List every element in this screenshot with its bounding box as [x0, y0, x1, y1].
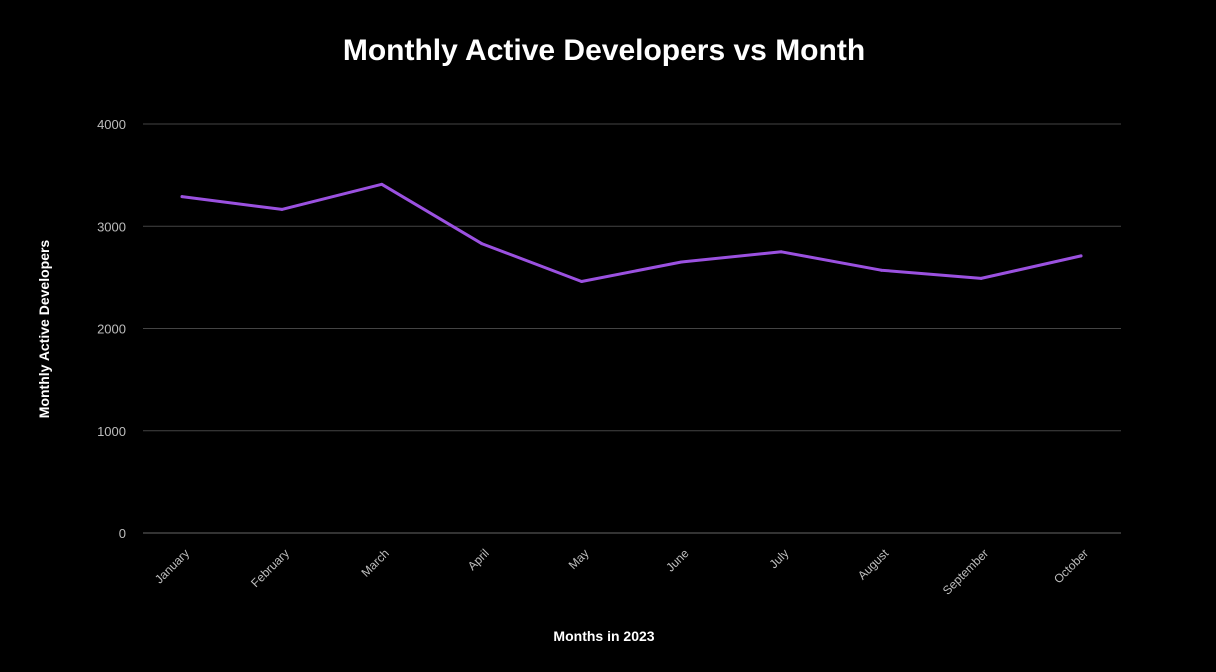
- x-tick-label: February: [248, 546, 292, 590]
- data-point: [679, 260, 683, 264]
- x-tick-label: October: [1051, 546, 1091, 586]
- y-tick-label: 1000: [97, 424, 126, 439]
- x-axis-ticks: January February March April May June July Augu…: [152, 546, 1091, 598]
- y-axis-ticks: 0 1000 2000 3000 4000: [97, 117, 126, 541]
- data-point: [280, 207, 284, 211]
- y-axis-title: Monthly Active Developers: [36, 240, 52, 419]
- y-tick-label: 3000: [97, 219, 126, 234]
- x-tick-label: July: [766, 546, 791, 571]
- x-tick-label: June: [663, 546, 692, 575]
- x-axis-title: Months in 2023: [553, 628, 654, 644]
- chart-title: Monthly Active Developers vs Month: [342, 34, 866, 67]
- series-line: [180, 182, 1083, 283]
- data-point: [180, 195, 184, 199]
- data-point: [480, 242, 484, 246]
- data-point: [380, 182, 384, 186]
- series-group: [180, 182, 1083, 283]
- y-tick-label: 2000: [97, 322, 126, 337]
- x-tick-label: January: [152, 546, 192, 586]
- x-tick-label: August: [855, 546, 892, 583]
- gridlines: [143, 123, 1121, 534]
- y-tick-label: 0: [119, 526, 126, 541]
- data-point: [879, 268, 883, 272]
- data-point: [580, 279, 584, 283]
- data-point: [779, 250, 783, 254]
- y-tick-label: 4000: [97, 117, 126, 132]
- x-tick-label: April: [465, 546, 492, 573]
- x-tick-label: September: [940, 546, 991, 597]
- data-point: [979, 276, 983, 280]
- x-tick-label: March: [358, 546, 391, 579]
- x-tick-label: May: [566, 546, 592, 572]
- data-point: [1079, 254, 1083, 258]
